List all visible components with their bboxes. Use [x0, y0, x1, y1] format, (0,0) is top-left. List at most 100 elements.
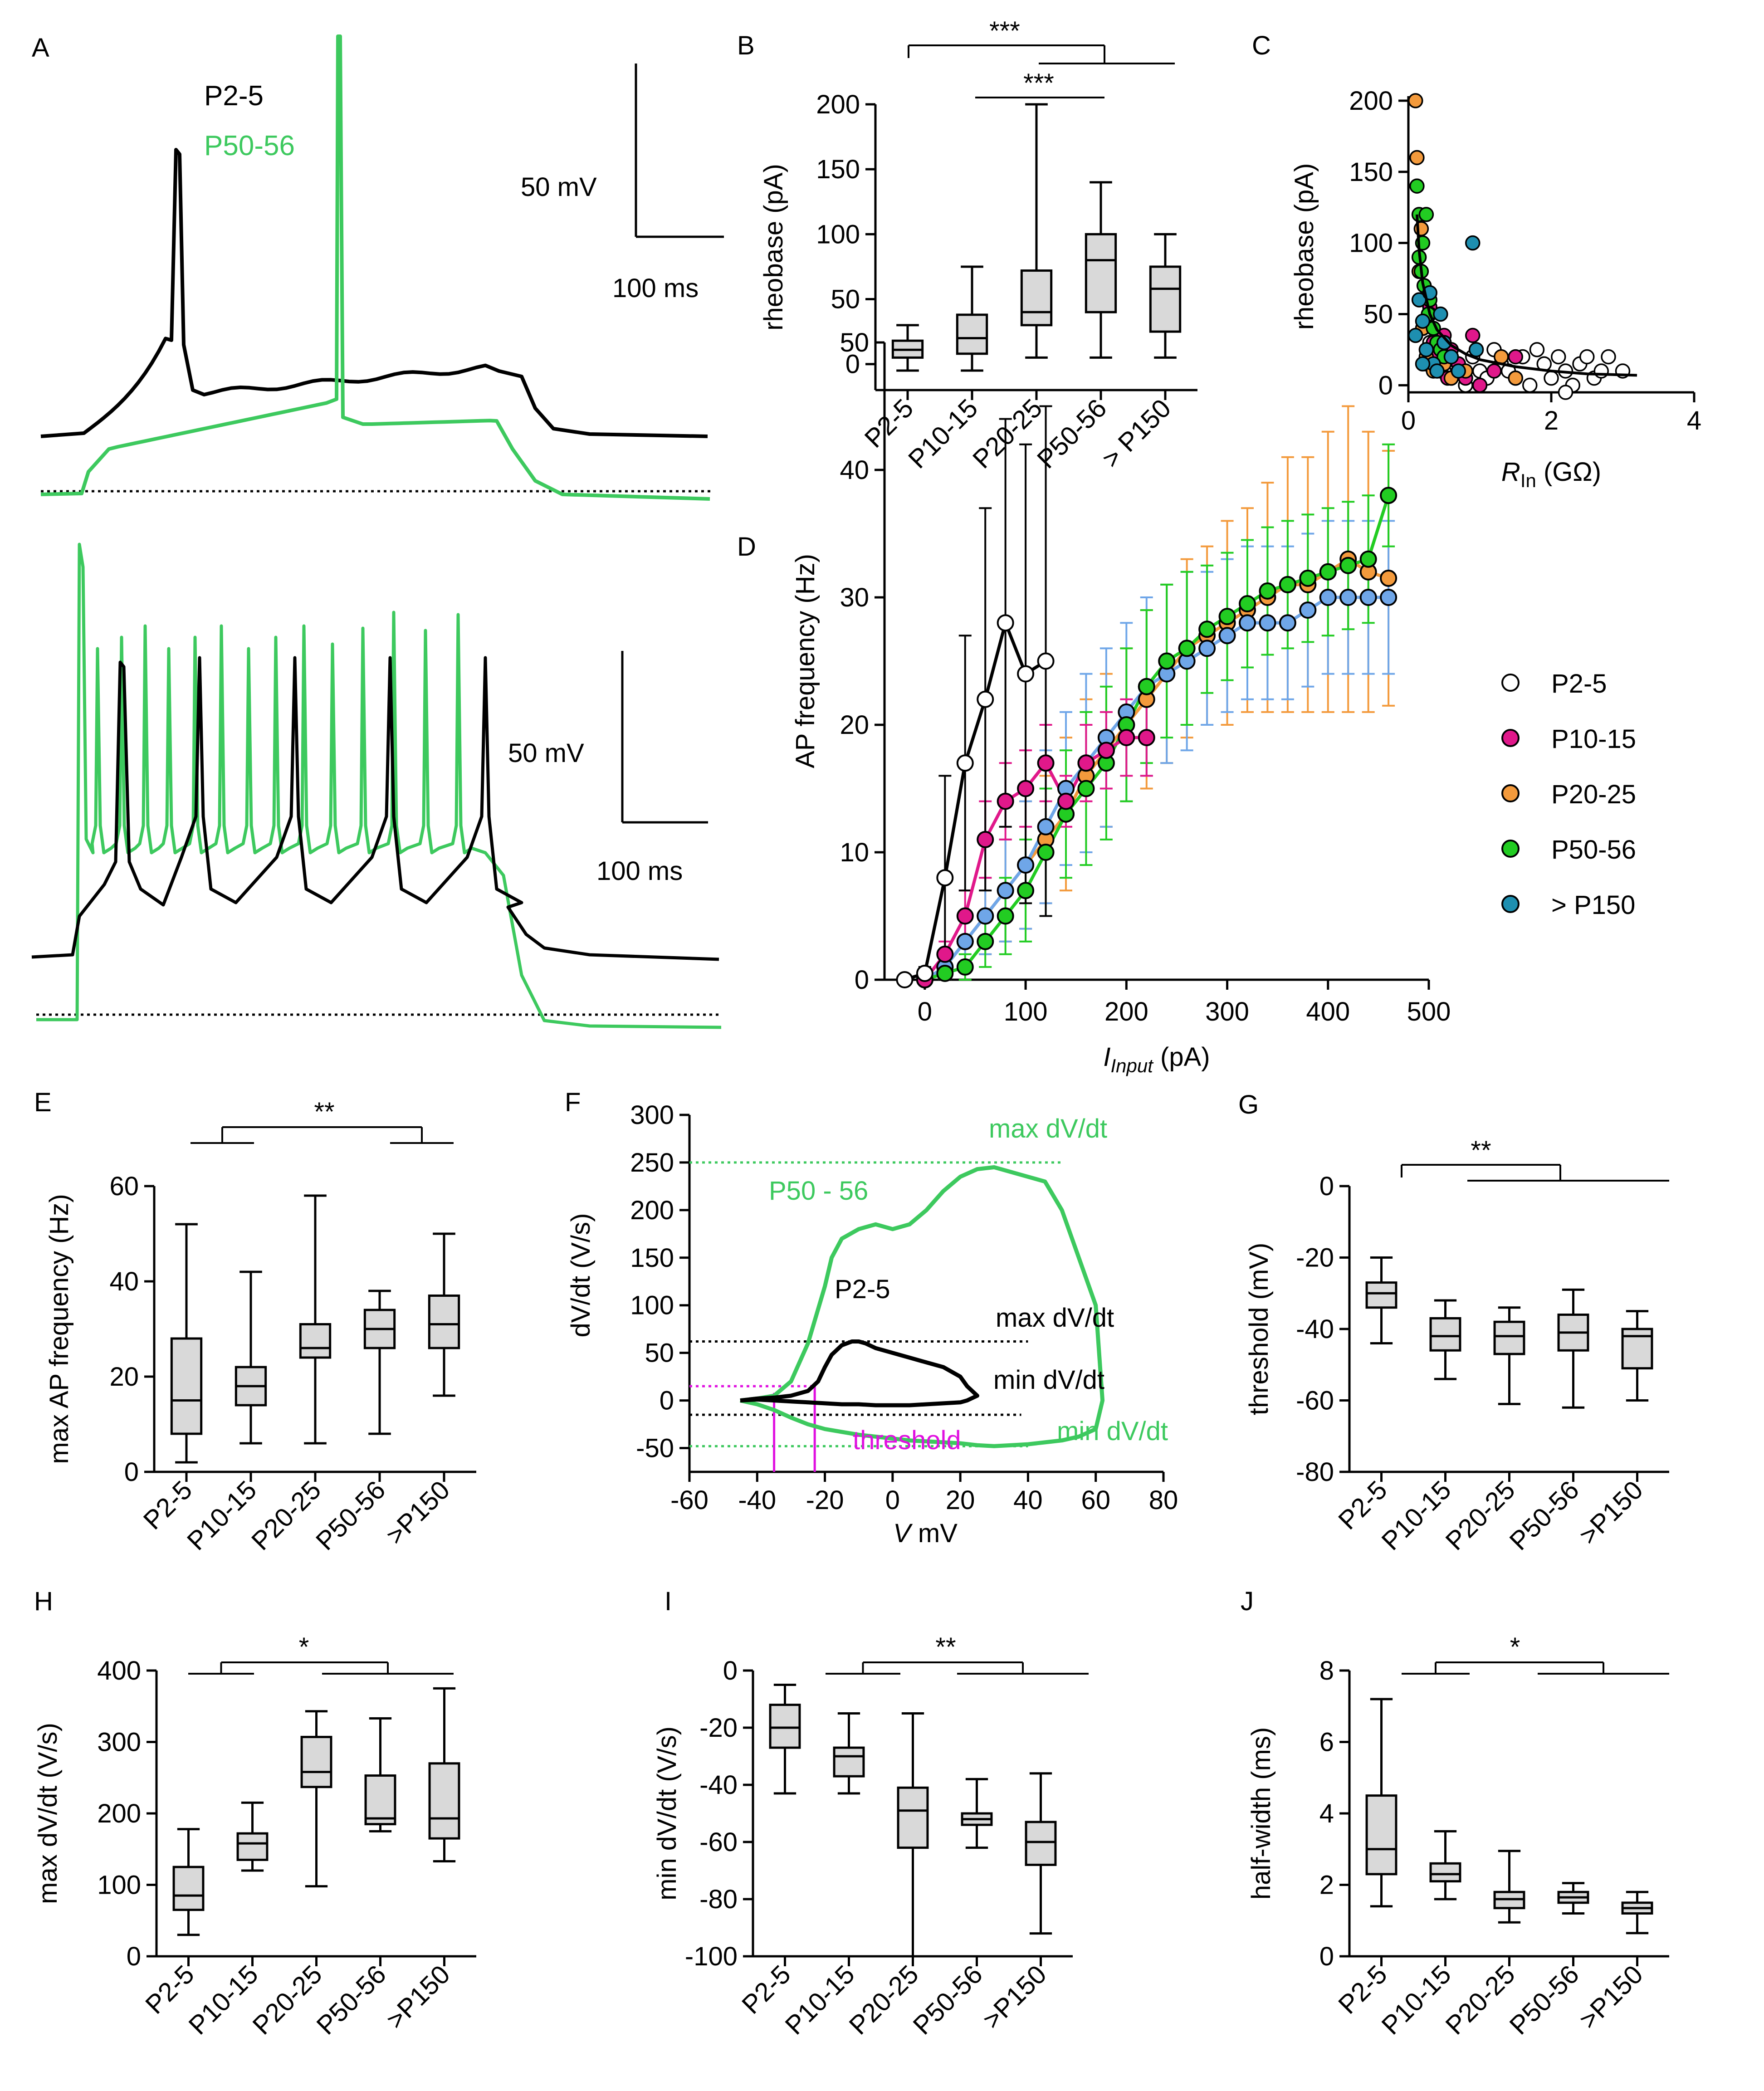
data-point [977, 690, 994, 708]
data-point [1319, 589, 1337, 606]
box [170, 1337, 203, 1435]
significance-bracket: ** [191, 1097, 454, 1144]
panel-label-A: A [32, 33, 49, 63]
data-point [1279, 614, 1296, 632]
data-point [1380, 487, 1398, 504]
box [1020, 269, 1053, 327]
scatter-point [1415, 356, 1431, 372]
annotation-min-green: min dV/dt [1057, 1417, 1168, 1446]
y-tick-label: -20 [699, 1713, 738, 1743]
category-label: P10-15 [183, 1959, 264, 2040]
box [1365, 1794, 1398, 1876]
y-tick-label: 200 [816, 90, 860, 119]
scatter-point [1468, 342, 1484, 357]
y-tick-label: 100 [97, 1871, 141, 1900]
legend-marker [1501, 784, 1520, 802]
y-tick-label: 20 [109, 1362, 139, 1392]
category-label: P50-56 [310, 1475, 391, 1556]
y-tick-label: 2 [1319, 1871, 1334, 1900]
box [897, 1786, 929, 1849]
box [956, 313, 988, 355]
box [172, 1866, 205, 1911]
x-tick-label: 400 [1306, 997, 1350, 1026]
category-label: P50-56 [311, 1959, 391, 2040]
data-point [956, 933, 974, 950]
significance-stars: * [1510, 1632, 1520, 1662]
data-point [1017, 665, 1035, 683]
scatter-point [1443, 349, 1459, 365]
legend-marker [1501, 674, 1520, 692]
significance-bracket: * [1402, 1632, 1669, 1675]
x-tick-label: 200 [1104, 997, 1148, 1026]
data-point [1037, 844, 1055, 861]
scatter-point [1433, 306, 1448, 322]
y-tick-label: 50 [645, 1339, 674, 1368]
data-point [936, 869, 954, 887]
panel-G: G -80 -60 -40 -20 0 threshold (mV) P2-5P10-15P2… [1238, 1090, 1669, 1556]
y-tick-label: 300 [97, 1728, 141, 1757]
y-tick-label: 0 [660, 1386, 674, 1416]
significance-stars: ** [935, 1632, 956, 1662]
scatter-point [1579, 349, 1595, 365]
x-tick-label: 2 [1544, 406, 1559, 435]
data-point [1037, 818, 1055, 835]
x-tick-label: 0 [918, 997, 932, 1026]
box [1149, 265, 1182, 333]
box [300, 1735, 332, 1788]
data-point [956, 907, 974, 925]
data-point [1218, 627, 1236, 645]
data-point [1339, 557, 1357, 574]
data-point [1138, 729, 1155, 747]
box [364, 1774, 396, 1826]
scatter-point [1593, 363, 1609, 379]
y-tick-label: 0 [1319, 1942, 1334, 1971]
y-axis-label: dV/dt (V/s) [566, 1213, 596, 1338]
data-point [1299, 601, 1317, 619]
scatter-point [1451, 363, 1466, 379]
y-tick-label: 40 [840, 455, 869, 485]
significance-bracket: * [188, 1632, 454, 1675]
scatter-point [1529, 342, 1545, 357]
y-tick-label: 100 [1349, 229, 1393, 258]
annotation-min-black: min dV/dt [993, 1365, 1104, 1395]
y-tick-label: 60 [109, 1172, 139, 1201]
box [833, 1746, 865, 1778]
box [1493, 1320, 1525, 1355]
data-point [1017, 856, 1035, 874]
box [428, 1295, 460, 1349]
category-label: >P150 [1573, 1475, 1649, 1550]
scatter-point [1551, 349, 1566, 365]
category-label: P2-5 [140, 1959, 200, 2020]
data-point [1339, 589, 1357, 606]
scatter-point [1408, 327, 1423, 343]
category-label: P20-25 [1440, 1475, 1520, 1556]
data-point [1077, 754, 1095, 772]
scatter-point [1558, 385, 1573, 400]
category-label: P50-56 [907, 1959, 988, 2040]
panel-label-G: G [1238, 1090, 1259, 1119]
y-tick-label: -60 [699, 1827, 738, 1857]
data-point [997, 907, 1014, 925]
category-label: P2-5 [138, 1475, 198, 1535]
panel-label-H: H [34, 1587, 53, 1616]
annotation-max-green: max dV/dt [989, 1114, 1107, 1143]
y-axis-label: AP frequency (Hz) [791, 554, 820, 768]
data-point [997, 614, 1014, 632]
box [299, 1323, 332, 1359]
legend-label: > P150 [1551, 890, 1635, 920]
significance-stars: ** [314, 1097, 334, 1127]
panel-label-I: I [665, 1587, 672, 1616]
y-tick-label: 50 [1363, 299, 1393, 329]
data-point [1178, 640, 1196, 657]
y-tick-label: -100 [685, 1942, 738, 1971]
legend-label: P2-5 [1551, 669, 1607, 699]
legend-p2-5: P2-5 [204, 80, 264, 112]
category-label: P2-5 [859, 393, 919, 454]
category-label: P50-56 [1504, 1475, 1584, 1556]
y-tick-label: 150 [630, 1243, 674, 1273]
y-axis-label: max dV/dt (V/s) [33, 1723, 63, 1904]
scatter-point [1465, 235, 1481, 251]
trace-p2-5-burst [31, 656, 719, 961]
data-point [1097, 742, 1115, 759]
category-label: P10-15 [903, 393, 983, 474]
